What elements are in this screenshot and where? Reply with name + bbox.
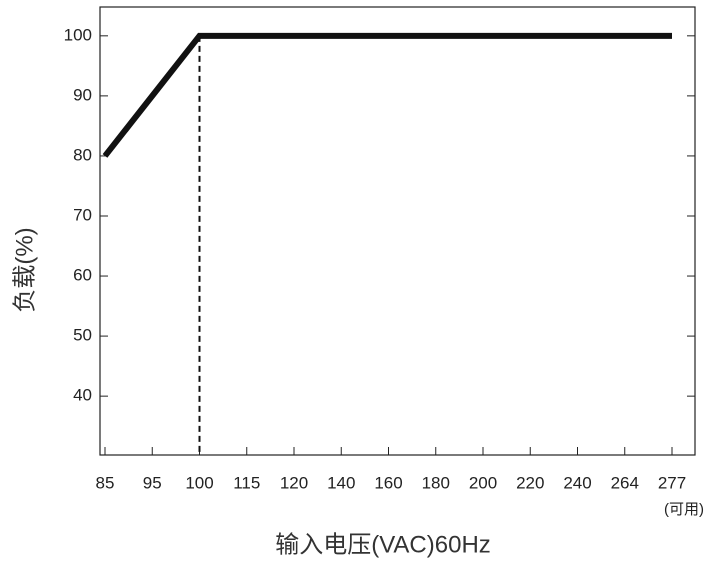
x-tick-label: 140 (327, 473, 355, 492)
x-tick-label: 100 (185, 473, 213, 492)
y-tick-label: 40 (73, 386, 92, 405)
y-tick-label: 60 (73, 266, 92, 285)
plot-frame (99, 6, 696, 456)
x-tick-label: 180 (422, 473, 450, 492)
x-tick-label: 85 (96, 473, 115, 492)
y-tick-label: 70 (73, 205, 92, 224)
y-axis-title: 负载(%) (11, 227, 38, 312)
y-tick-label: 80 (73, 145, 92, 164)
x-tick-label: 160 (374, 473, 402, 492)
y-tick-label: 100 (64, 25, 92, 44)
x-tick-label: 115 (233, 473, 260, 492)
x-tick-label: 240 (563, 473, 591, 492)
x-axis-title: 输入电压(VAC)60Hz (275, 531, 491, 558)
x-tick-label: 95 (143, 473, 162, 492)
x-tick-label: 220 (516, 473, 544, 492)
y-tick-label: 90 (73, 85, 92, 104)
data-line (102, 32, 672, 158)
x-tick-label: 277 (658, 473, 686, 492)
y-tick-label: 50 (73, 326, 92, 345)
annotation: (可用) (664, 501, 704, 518)
x-tick-label: 264 (611, 473, 639, 492)
x-tick-label: 200 (469, 473, 497, 492)
x-tick-label: 120 (280, 473, 308, 492)
